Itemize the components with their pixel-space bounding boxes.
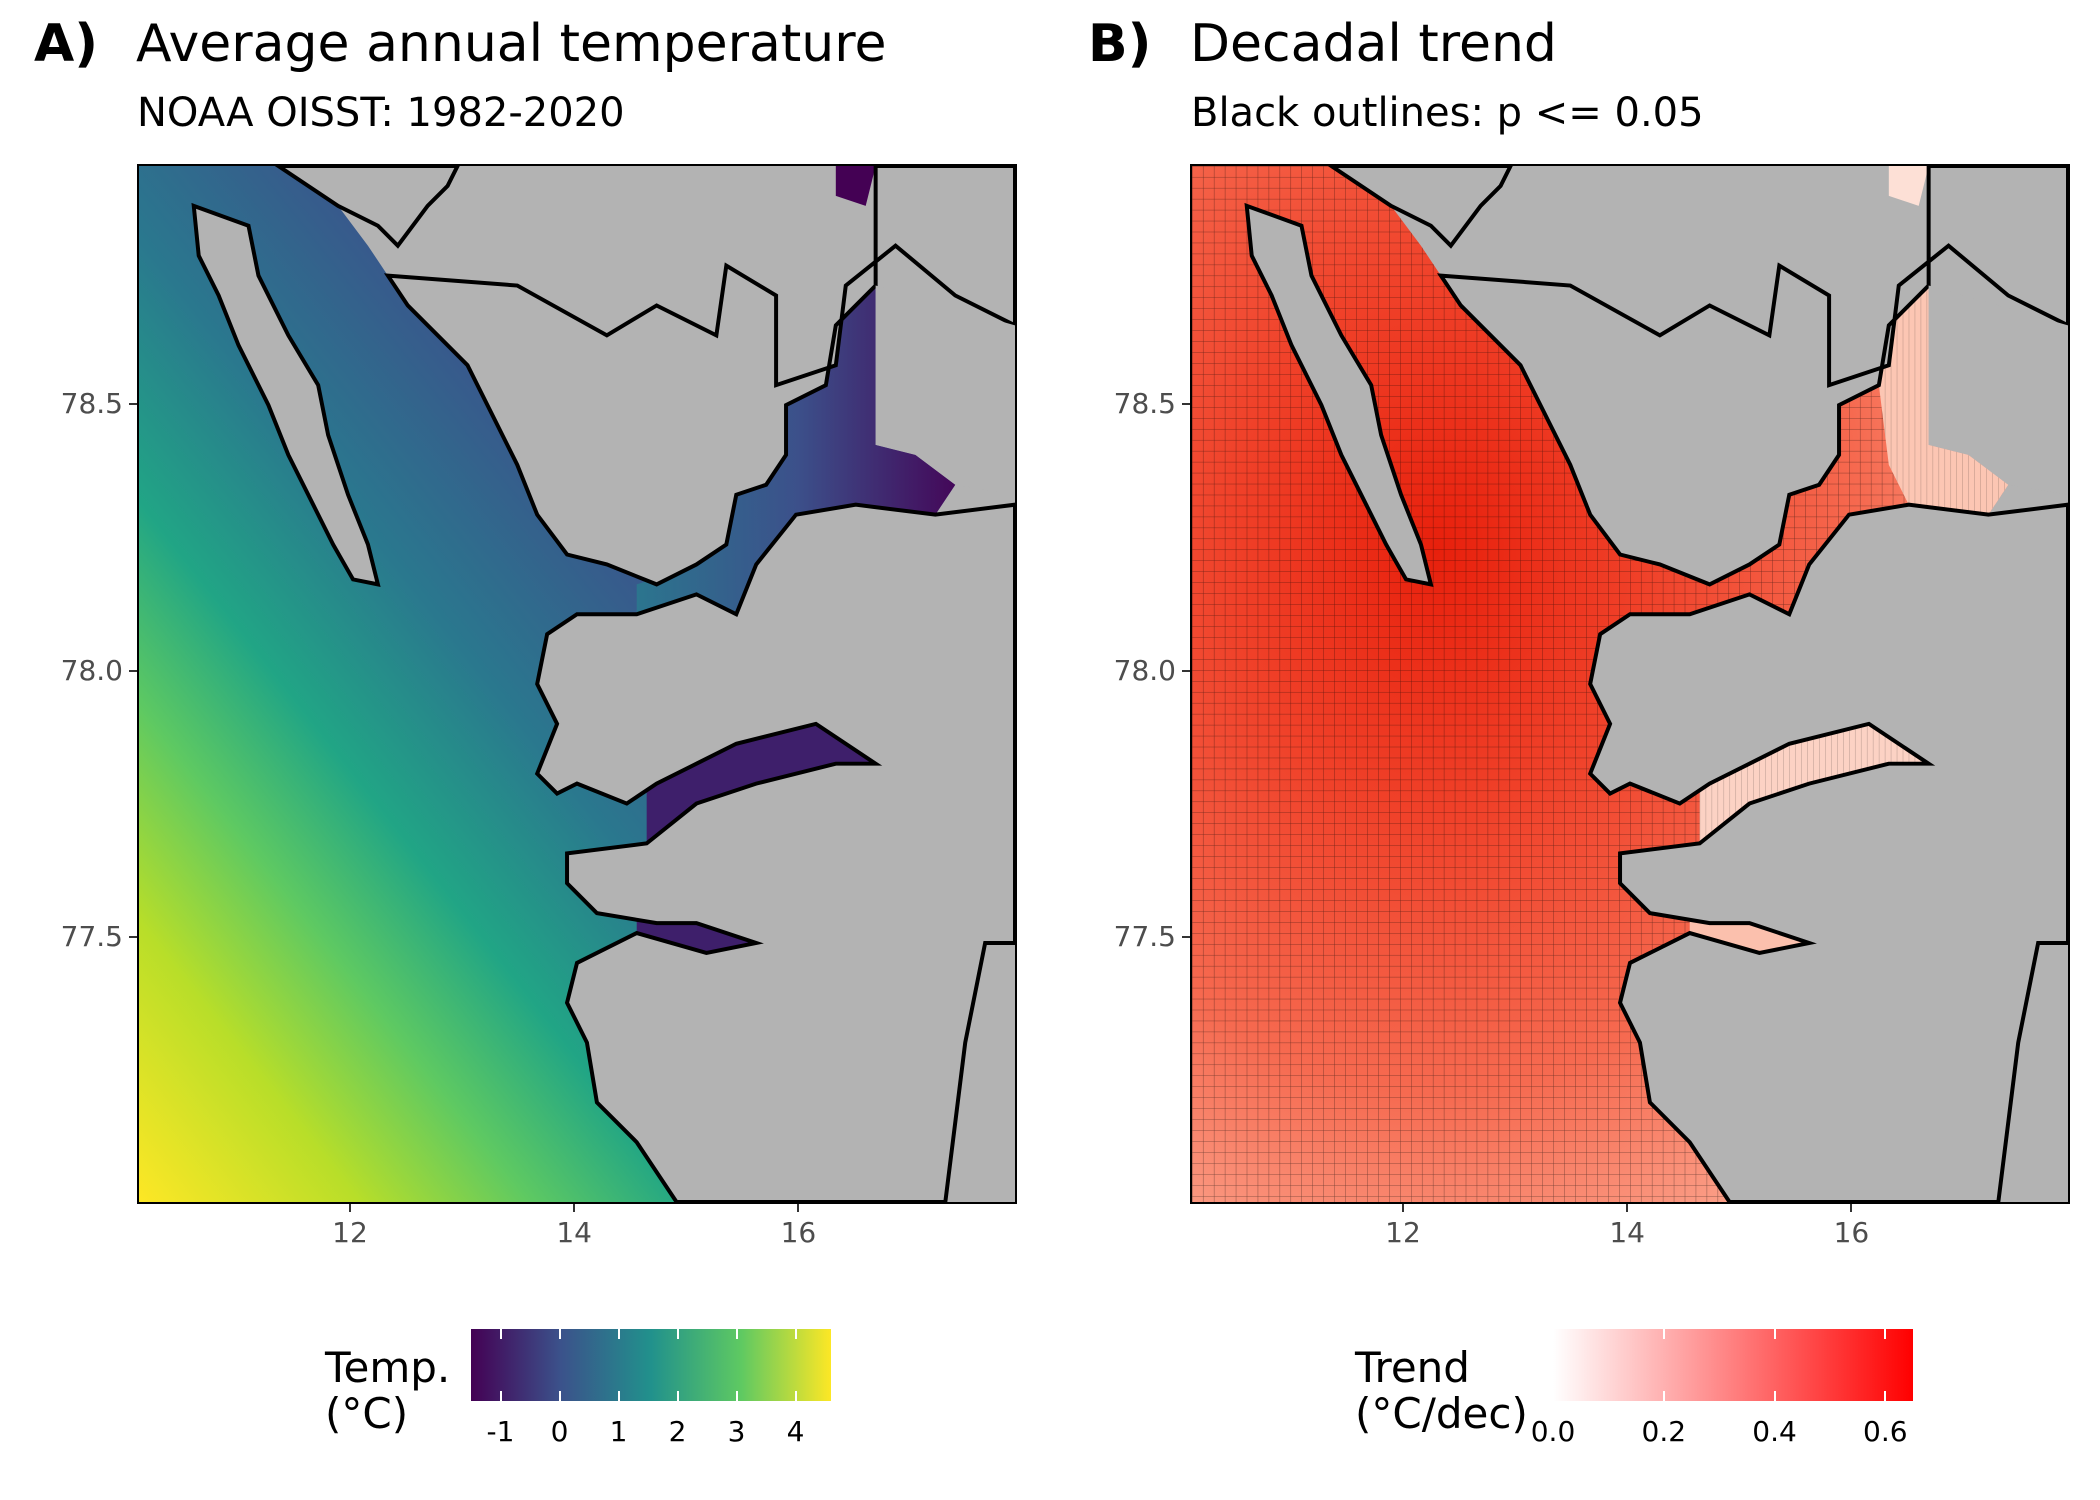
y-tick-mark-b-0 bbox=[1182, 403, 1190, 405]
y-tick-label-a-1: 78.0 bbox=[60, 653, 123, 687]
x-tick-label-a-0: 12 bbox=[332, 1216, 368, 1249]
y-tick-mark-a-0 bbox=[129, 403, 137, 405]
colorbar-tick-a-top-2 bbox=[617, 1329, 620, 1339]
colorbar-label-a-2: 1 bbox=[609, 1415, 628, 1448]
colorbar-tick-a-top-0 bbox=[499, 1329, 502, 1339]
colorbar-label-b-3: 0.6 bbox=[1863, 1415, 1908, 1448]
panel-b-subtitle: Black outlines: p <= 0.05 bbox=[1191, 90, 1704, 136]
y-tick-mark-a-1 bbox=[129, 669, 137, 672]
y-tick-label-b-0: 78.5 bbox=[1113, 387, 1176, 420]
panel-a-title: Average annual temperature bbox=[136, 14, 887, 74]
x-tick-mark-a-2 bbox=[797, 1204, 800, 1212]
y-tick-mark-b-2 bbox=[1182, 936, 1190, 939]
x-tick-label-b-0: 12 bbox=[1385, 1216, 1421, 1249]
map-panel-b bbox=[1190, 164, 2070, 1204]
legend-a-title: Temp. (°C) bbox=[325, 1345, 450, 1437]
colorbar-tick-b-bottom-1 bbox=[1662, 1391, 1665, 1401]
colorbar-label-a-1: 0 bbox=[550, 1415, 569, 1448]
colorbar-label-a-5: 4 bbox=[786, 1415, 805, 1448]
panel-b-title: Decadal trend bbox=[1190, 14, 1557, 74]
colorbar-tick-a-bottom-4 bbox=[735, 1391, 738, 1401]
colorbar-tick-a-top-1 bbox=[558, 1329, 561, 1339]
x-tick-mark-b-2 bbox=[1850, 1204, 1853, 1212]
colorbar-label-b-2: 0.4 bbox=[1752, 1415, 1797, 1448]
x-tick-label-b-2: 16 bbox=[1833, 1216, 1870, 1249]
temperature-map bbox=[139, 166, 1015, 1202]
panel-a-tag: A) bbox=[34, 14, 99, 74]
x-tick-mark-b-0 bbox=[1401, 1204, 1404, 1212]
colorbar-tick-a-bottom-1 bbox=[558, 1391, 561, 1401]
colorbar-tick-a-bottom-2 bbox=[617, 1391, 620, 1401]
x-tick-mark-a-0 bbox=[348, 1204, 351, 1212]
y-tick-label-a-0: 78.5 bbox=[60, 387, 123, 420]
x-tick-label-a-1: 14 bbox=[556, 1216, 592, 1249]
colorbar-tick-a-top-5 bbox=[794, 1329, 797, 1339]
x-tick-mark-b-1 bbox=[1626, 1204, 1629, 1212]
legend-b-title: Trend (°C/dec) bbox=[1355, 1345, 1528, 1437]
colorbar-label-a-3: 2 bbox=[668, 1415, 687, 1448]
legend-a-title-line2: (°C) bbox=[325, 1389, 409, 1438]
colorbar-label-a-4: 3 bbox=[727, 1415, 746, 1448]
y-tick-mark-a-2 bbox=[129, 936, 137, 939]
y-tick-label-b-2: 77.5 bbox=[1113, 920, 1176, 954]
colorbar-tick-b-bottom-0 bbox=[1552, 1391, 1554, 1401]
legend-b-title-line1: Trend bbox=[1355, 1343, 1470, 1392]
x-tick-label-a-2: 16 bbox=[780, 1216, 817, 1249]
x-tick-label-b-1: 14 bbox=[1609, 1216, 1645, 1249]
colorbar-label-b-1: 0.2 bbox=[1641, 1415, 1687, 1448]
map-panel-a bbox=[137, 164, 1017, 1204]
legend-a-title-line1: Temp. bbox=[325, 1343, 451, 1392]
panel-a-subtitle: NOAA OISST: 1982-2020 bbox=[137, 90, 625, 136]
colorbar-tick-a-bottom-0 bbox=[499, 1391, 502, 1401]
y-tick-label-a-2: 77.5 bbox=[60, 920, 123, 954]
colorbar-tick-a-bottom-5 bbox=[794, 1391, 797, 1401]
colorbar-tick-b-top-2 bbox=[1773, 1329, 1776, 1339]
colorbar-label-a-0: -1 bbox=[486, 1415, 515, 1448]
colorbar-tick-b-bottom-3 bbox=[1884, 1391, 1887, 1401]
panel-b-tag: B) bbox=[1088, 14, 1152, 74]
colorbar-tick-b-top-3 bbox=[1884, 1329, 1887, 1339]
colorbar-label-b-0: 0.0 bbox=[1530, 1415, 1576, 1448]
legend-b-title-line2: (°C/dec) bbox=[1355, 1389, 1528, 1438]
colorbar-tick-a-top-4 bbox=[735, 1329, 738, 1339]
colorbar-tick-a-top-3 bbox=[676, 1329, 679, 1339]
colorbar-tick-b-top-0 bbox=[1552, 1329, 1554, 1339]
y-tick-label-b-1: 78.0 bbox=[1113, 653, 1176, 687]
x-tick-mark-a-1 bbox=[573, 1204, 576, 1212]
colorbar-tick-a-bottom-3 bbox=[676, 1391, 679, 1401]
colorbar-tick-b-top-1 bbox=[1662, 1329, 1665, 1339]
y-tick-mark-b-1 bbox=[1182, 669, 1190, 672]
trend-map bbox=[1192, 166, 2068, 1202]
trend-colorbar bbox=[1553, 1329, 1913, 1401]
temperature-colorbar bbox=[471, 1329, 831, 1401]
colorbar-tick-b-bottom-2 bbox=[1773, 1391, 1776, 1401]
